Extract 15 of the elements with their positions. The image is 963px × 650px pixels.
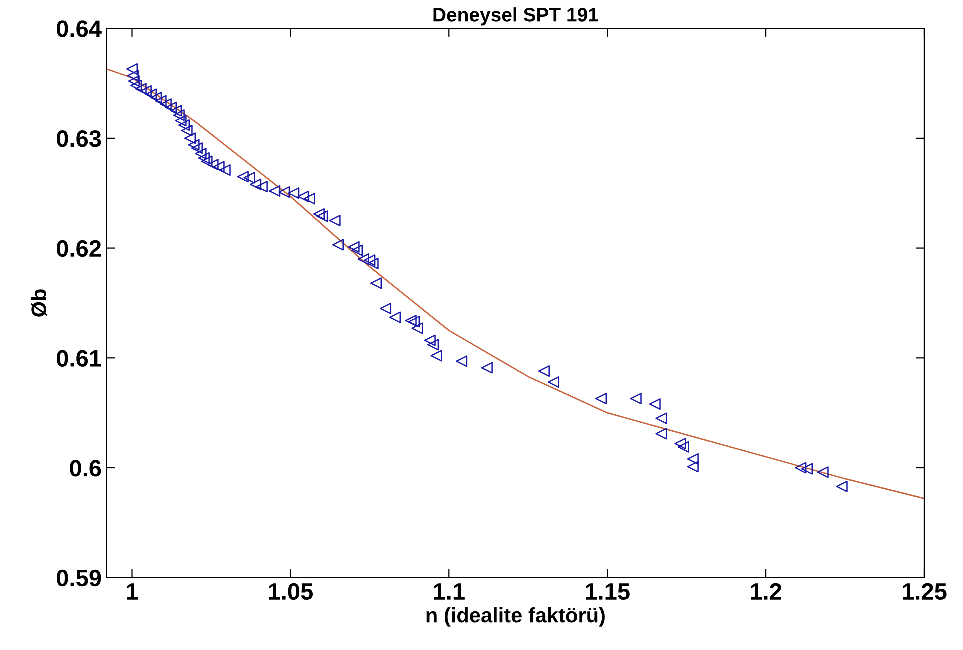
y-tick-label: 0.62	[57, 240, 102, 258]
y-tick-label: 0.63	[57, 130, 102, 148]
y-tick-label: 0.64	[57, 20, 102, 38]
x-tick-label: 1.1	[434, 584, 465, 600]
y-tick-label: 0.6	[70, 460, 102, 477]
x-tick-label: 1.05	[269, 583, 314, 600]
x-tick-label: 1	[127, 584, 138, 600]
chart-title: Deneysel SPT 191	[434, 8, 598, 26]
x-tick-label: 1.2	[751, 583, 782, 600]
y-tick-label: 0.61	[57, 350, 102, 367]
y-tick-label: 0.59	[57, 570, 102, 587]
y-axis-title: Øb	[31, 290, 47, 317]
x-tick-label: 1.25	[902, 583, 947, 600]
x-tick-label: 1.15	[586, 584, 630, 600]
x-axis-title: n (idealite faktörü)	[426, 608, 605, 627]
